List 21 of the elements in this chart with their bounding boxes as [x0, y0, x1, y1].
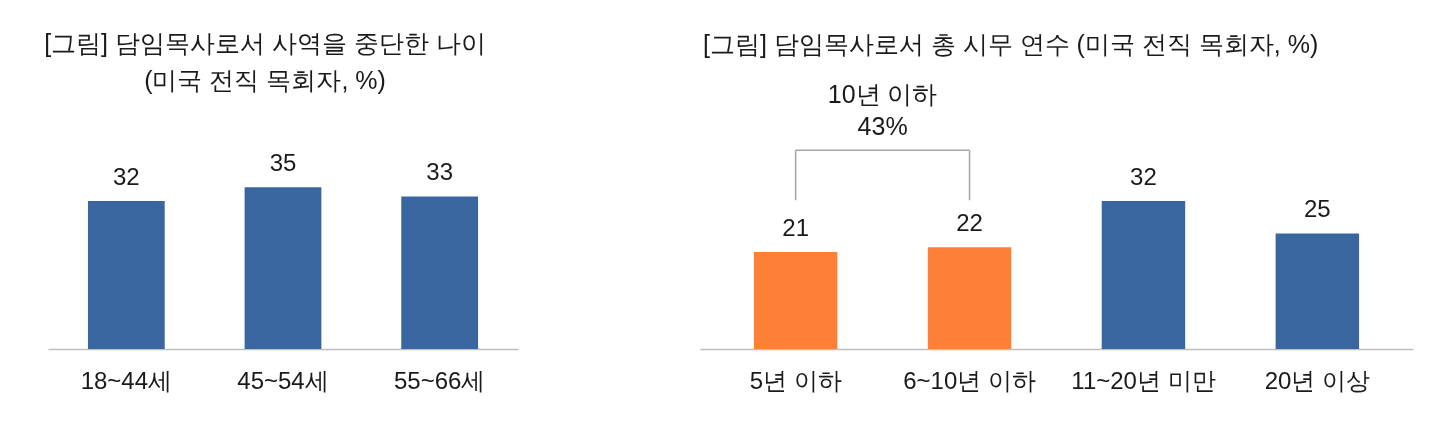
text: 10년 이하 43% [827, 80, 938, 141]
chart-title: [그림] 담임목사로서 사역을 중단한 나이 (미국 전직 목회자, %) [44, 29, 486, 94]
x-tick-label: 11~20년 미만 [1071, 366, 1216, 394]
data-label: 32 [1130, 163, 1157, 190]
bar [1101, 201, 1186, 349]
data-label: 22 [956, 209, 983, 237]
x-tick-label: 18~44세 [80, 366, 173, 394]
x-tick-label: 6~10년 이하 [903, 366, 1036, 394]
data-label: 33 [426, 158, 454, 186]
data-label: 21 [782, 213, 809, 241]
x-tick-label: 5년 이하 [749, 366, 842, 394]
x-tick-label: 55~66세 [393, 366, 486, 394]
bar [1275, 233, 1360, 349]
data-label: 35 [269, 149, 297, 177]
bar [753, 251, 838, 349]
x-tick-label: 20년 이상 [1264, 366, 1371, 394]
data-label: 25 [1304, 195, 1331, 223]
chart-title: [그림] 담임목사로서 총 시무 연수 (미국 전직 목회자, %) [703, 30, 1319, 59]
bar [927, 247, 1012, 349]
data-label: 32 [112, 163, 140, 190]
x-tick-label: 45~54세 [237, 366, 329, 394]
